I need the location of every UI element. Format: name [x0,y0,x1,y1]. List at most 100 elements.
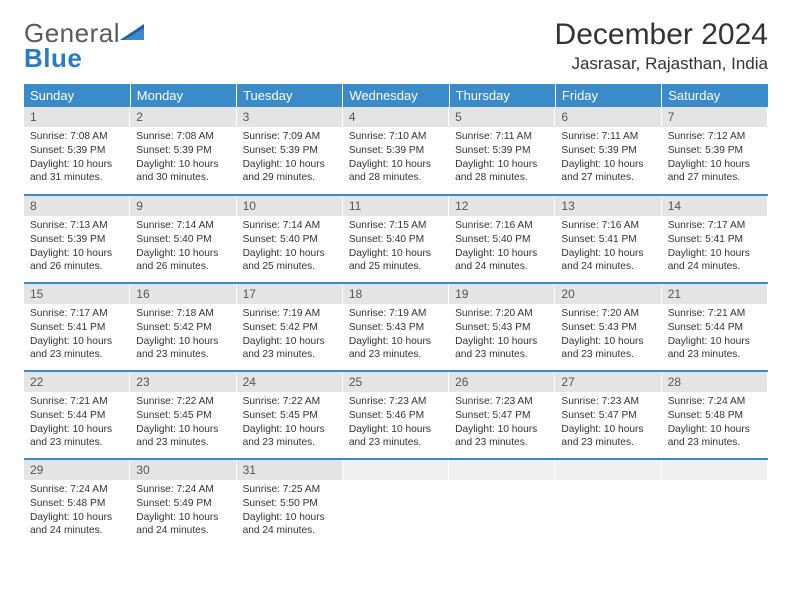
daylight-line: Daylight: 10 hours and 27 minutes. [668,158,762,186]
sunset-line: Sunset: 5:42 PM [136,321,230,335]
calendar-day: 31Sunrise: 7:25 AMSunset: 5:50 PMDayligh… [237,459,343,547]
sunset-line: Sunset: 5:46 PM [349,409,443,423]
daylight-line: Daylight: 10 hours and 24 minutes. [668,247,762,275]
sunrise-line: Sunrise: 7:24 AM [136,483,230,497]
sunset-line: Sunset: 5:43 PM [349,321,443,335]
day-details: Sunrise: 7:21 AMSunset: 5:44 PMDaylight:… [662,304,768,366]
day-header: Monday [130,84,236,107]
calendar-day: 23Sunrise: 7:22 AMSunset: 5:45 PMDayligh… [130,371,236,459]
day-details: Sunrise: 7:19 AMSunset: 5:42 PMDaylight:… [237,304,343,366]
sunrise-line: Sunrise: 7:20 AM [455,307,549,321]
day-number: 6 [555,107,661,127]
day-details: Sunrise: 7:21 AMSunset: 5:44 PMDaylight:… [24,392,130,454]
sunset-line: Sunset: 5:48 PM [668,409,762,423]
day-details: Sunrise: 7:09 AMSunset: 5:39 PMDaylight:… [237,127,343,189]
daylight-line: Daylight: 10 hours and 26 minutes. [30,247,124,275]
sunrise-line: Sunrise: 7:17 AM [30,307,124,321]
sunset-line: Sunset: 5:39 PM [136,144,230,158]
sunset-line: Sunset: 5:44 PM [30,409,124,423]
day-number: 19 [449,284,555,304]
calendar-day: 20Sunrise: 7:20 AMSunset: 5:43 PMDayligh… [555,283,661,371]
calendar-day-empty [343,459,449,547]
day-details: Sunrise: 7:23 AMSunset: 5:47 PMDaylight:… [449,392,555,454]
daylight-line: Daylight: 10 hours and 24 minutes. [455,247,549,275]
day-number: 22 [24,372,130,392]
sunrise-line: Sunrise: 7:21 AM [30,395,124,409]
day-header: Tuesday [237,84,343,107]
daylight-line: Daylight: 10 hours and 23 minutes. [243,335,337,363]
logo-triangle-icon [120,22,146,42]
day-details: Sunrise: 7:24 AMSunset: 5:48 PMDaylight:… [24,480,130,542]
day-number: 23 [130,372,236,392]
sunrise-line: Sunrise: 7:25 AM [243,483,337,497]
day-number [555,460,661,480]
daylight-line: Daylight: 10 hours and 23 minutes. [455,335,549,363]
day-number: 3 [237,107,343,127]
sunset-line: Sunset: 5:48 PM [30,497,124,511]
calendar-day: 6Sunrise: 7:11 AMSunset: 5:39 PMDaylight… [555,107,661,195]
header-bar: General Blue December 2024 Jasrasar, Raj… [24,18,768,74]
sunset-line: Sunset: 5:50 PM [243,497,337,511]
daylight-line: Daylight: 10 hours and 24 minutes. [561,247,655,275]
day-header: Sunday [24,84,130,107]
day-details: Sunrise: 7:22 AMSunset: 5:45 PMDaylight:… [130,392,236,454]
calendar-day-empty [555,459,661,547]
day-details: Sunrise: 7:25 AMSunset: 5:50 PMDaylight:… [237,480,343,542]
day-number: 15 [24,284,130,304]
calendar-day: 24Sunrise: 7:22 AMSunset: 5:45 PMDayligh… [237,371,343,459]
sunrise-line: Sunrise: 7:13 AM [30,219,124,233]
calendar-day: 30Sunrise: 7:24 AMSunset: 5:49 PMDayligh… [130,459,236,547]
day-number [449,460,555,480]
day-number: 4 [343,107,449,127]
day-number: 13 [555,196,661,216]
sunrise-line: Sunrise: 7:22 AM [243,395,337,409]
day-number: 8 [24,196,130,216]
daylight-line: Daylight: 10 hours and 23 minutes. [30,335,124,363]
sunset-line: Sunset: 5:39 PM [349,144,443,158]
day-details: Sunrise: 7:16 AMSunset: 5:41 PMDaylight:… [555,216,661,278]
calendar-day: 4Sunrise: 7:10 AMSunset: 5:39 PMDaylight… [343,107,449,195]
title-block: December 2024 Jasrasar, Rajasthan, India [555,18,768,74]
calendar-head: SundayMondayTuesdayWednesdayThursdayFrid… [24,84,768,107]
day-number: 28 [662,372,768,392]
day-header: Friday [555,84,661,107]
day-details: Sunrise: 7:15 AMSunset: 5:40 PMDaylight:… [343,216,449,278]
day-number: 1 [24,107,130,127]
calendar-day: 16Sunrise: 7:18 AMSunset: 5:42 PMDayligh… [130,283,236,371]
sunrise-line: Sunrise: 7:23 AM [349,395,443,409]
daylight-line: Daylight: 10 hours and 23 minutes. [349,335,443,363]
daylight-line: Daylight: 10 hours and 26 minutes. [136,247,230,275]
day-number: 7 [662,107,768,127]
sunset-line: Sunset: 5:49 PM [136,497,230,511]
sunrise-line: Sunrise: 7:17 AM [668,219,762,233]
day-header: Wednesday [343,84,449,107]
day-number: 11 [343,196,449,216]
calendar-day: 7 Sunrise: 7:12 AMSunset: 5:39 PMDaylight… [662,107,768,195]
calendar-day: 22Sunrise: 7:21 AMSunset: 5:44 PMDayligh… [24,371,130,459]
day-details: Sunrise: 7:14 AMSunset: 5:40 PMDaylight:… [130,216,236,278]
sunrise-line: Sunrise: 7:24 AM [668,395,762,409]
calendar-week: 29Sunrise: 7:24 AMSunset: 5:48 PMDayligh… [24,459,768,547]
calendar-day: 11Sunrise: 7:15 AMSunset: 5:40 PMDayligh… [343,195,449,283]
sunset-line: Sunset: 5:39 PM [668,144,762,158]
sunrise-line: Sunrise: 7:14 AM [243,219,337,233]
calendar-day: 15Sunrise: 7:17 AMSunset: 5:41 PMDayligh… [24,283,130,371]
sunset-line: Sunset: 5:39 PM [30,233,124,247]
day-details: Sunrise: 7:19 AMSunset: 5:43 PMDaylight:… [343,304,449,366]
sunset-line: Sunset: 5:45 PM [243,409,337,423]
daylight-line: Daylight: 10 hours and 23 minutes. [561,423,655,451]
sunset-line: Sunset: 5:39 PM [30,144,124,158]
sunrise-line: Sunrise: 7:12 AM [668,130,762,144]
daylight-line: Daylight: 10 hours and 31 minutes. [30,158,124,186]
day-details: Sunrise: 7:17 AMSunset: 5:41 PMDaylight:… [24,304,130,366]
sunrise-line: Sunrise: 7:16 AM [455,219,549,233]
day-number [343,460,449,480]
day-number: 9 [130,196,236,216]
daylight-line: Daylight: 10 hours and 28 minutes. [455,158,549,186]
calendar-day: 9Sunrise: 7:14 AMSunset: 5:40 PMDaylight… [130,195,236,283]
sunset-line: Sunset: 5:45 PM [136,409,230,423]
day-details: Sunrise: 7:23 AMSunset: 5:46 PMDaylight:… [343,392,449,454]
day-number: 21 [662,284,768,304]
day-number: 2 [130,107,236,127]
sunrise-line: Sunrise: 7:19 AM [349,307,443,321]
